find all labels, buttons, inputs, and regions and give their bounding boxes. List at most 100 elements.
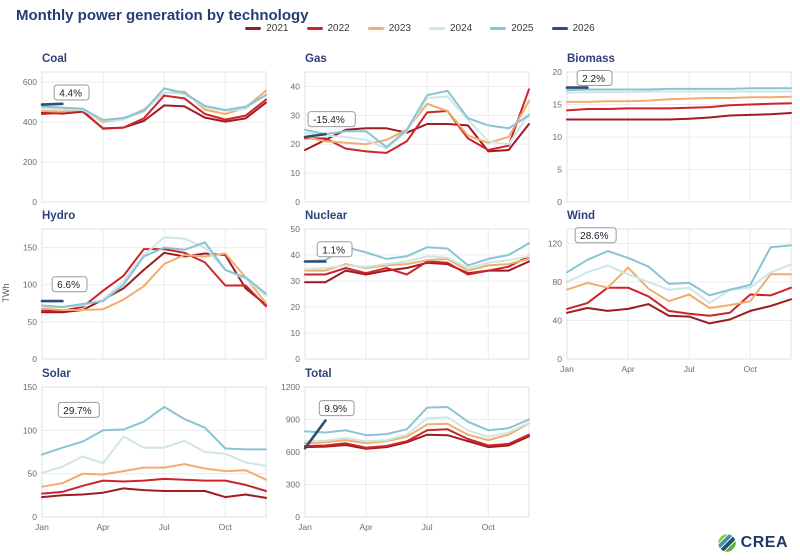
series-line-2025 [566, 87, 792, 92]
y-tick-label: 400 [23, 117, 37, 127]
series-line-2024 [304, 416, 530, 443]
y-tick-label: 300 [286, 480, 300, 490]
pct-badge-label: -15.4% [313, 115, 345, 126]
x-tick-label: Apr [96, 522, 109, 532]
legend-swatch [367, 27, 384, 30]
chart-coal: Coal 0 200 400 600 4.4% [8, 53, 270, 226]
series-line-2025 [304, 406, 530, 437]
legend-item-2023: 2023 [367, 23, 411, 34]
chart-title: Gas [305, 53, 327, 65]
series-line-2022 [566, 286, 792, 317]
y-tick-label: 5 [557, 165, 562, 175]
pct-badge-label: 6.6% [57, 280, 80, 291]
legend-label: 2026 [572, 23, 595, 34]
pct-badge-label: 29.7% [63, 406, 91, 417]
x-tick-label: Jul [422, 522, 433, 532]
chart-title: Wind [567, 210, 595, 222]
x-tick-label: Oct [482, 522, 496, 532]
chart-title: Biomass [567, 53, 615, 65]
x-tick-label: Jul [684, 364, 695, 374]
series-line-2022 [304, 428, 530, 449]
y-tick-label: 50 [291, 226, 301, 234]
chart-wind: Wind 0 40 80 120 Jan Apr Jul Oct 28.6% [533, 210, 795, 383]
y-tick-label: 150 [23, 384, 37, 392]
legend-swatch [551, 27, 568, 30]
legend-item-2024: 2024 [429, 23, 472, 34]
pct-badge-label: 9.9% [324, 404, 347, 415]
series-line-2025 [41, 405, 267, 456]
pct-badge: 9.9% [318, 400, 355, 417]
chart-title: Coal [42, 53, 67, 65]
series-line-2022 [41, 248, 267, 312]
chart-solar: Solar 0 50 100 150 Jan Apr Jul Oct 29.7% [8, 368, 270, 541]
legend-swatch [245, 27, 262, 30]
y-tick-label: 0 [295, 354, 300, 364]
series-line-2025 [566, 244, 792, 297]
chart-gas: Gas 0 10 20 30 40 -15.4% [271, 53, 533, 226]
chart-plot: 0 300 600 900 1200 Jan Apr Jul Oct 9.9% [281, 382, 530, 532]
x-tick-label: Oct [219, 522, 233, 532]
y-tick-label: 1200 [281, 384, 300, 392]
series-line-2026 [40, 102, 64, 106]
legend-label: 2025 [511, 23, 534, 34]
pct-badge: 1.1% [316, 241, 353, 258]
pct-badge: 6.6% [51, 276, 88, 293]
chart-total: Total 0 300 600 900 1200 Jan Apr Jul Oct 9.9% [271, 368, 533, 541]
legend-swatch [429, 27, 445, 30]
chart-plot: 0 200 400 600 4.4% [23, 71, 267, 207]
series-line-2022 [566, 102, 792, 112]
y-tick-label: 0 [32, 512, 37, 522]
chart-hydro: Hydro 0 50 100 150 6.6% [8, 210, 270, 383]
legend-label: 2023 [388, 23, 411, 34]
series-line-2026 [303, 419, 327, 450]
chart-title: Solar [42, 368, 71, 380]
y-tick-label: 80 [553, 277, 563, 287]
x-tick-label: Jan [298, 522, 312, 532]
crea-logo: CREA [716, 533, 788, 553]
series-line-2023 [304, 422, 530, 445]
series-line-2024 [304, 255, 530, 271]
pct-badge-label: 28.6% [580, 231, 608, 242]
crea-logo-icon [716, 533, 737, 553]
y-tick-label: 40 [291, 250, 301, 260]
chart-plot: 0 10 20 30 40 -15.4% [291, 71, 530, 207]
y-tick-label: 0 [295, 512, 300, 522]
series-line-2023 [566, 95, 792, 103]
series-line-2026 [303, 132, 327, 139]
chart-title: Nuclear [305, 210, 348, 222]
page-title: Monthly power generation by technology [16, 7, 309, 24]
series-line-2022 [304, 88, 530, 154]
pct-badge: 29.7% [57, 401, 100, 418]
y-tick-label: 40 [553, 315, 563, 325]
x-tick-label: Jan [35, 522, 49, 532]
pct-badge-label: 2.2% [582, 74, 605, 85]
y-tick-label: 50 [28, 469, 38, 479]
y-tick-label: 0 [557, 354, 562, 364]
y-tick-label: 150 [23, 243, 37, 253]
series-line-2022 [41, 94, 267, 130]
legend-item-2021: 2021 [245, 23, 289, 34]
chart-biomass: Biomass 0 5 10 15 20 2.2% [533, 53, 795, 226]
y-tick-label: 50 [28, 317, 38, 327]
chart-plot: 0 40 80 120 Jan Apr Jul Oct 28.6% [548, 227, 792, 374]
y-tick-label: 15 [553, 100, 563, 110]
y-tick-label: 0 [32, 197, 37, 207]
legend-item-2026: 2026 [551, 23, 595, 34]
x-tick-label: Apr [621, 364, 634, 374]
legend-swatch [490, 27, 507, 30]
y-tick-label: 10 [291, 328, 301, 338]
y-tick-label: 200 [23, 157, 37, 167]
legend-swatch [306, 27, 323, 30]
series-line-2021 [304, 433, 530, 450]
y-tick-label: 10 [291, 168, 301, 178]
chart-plot: 0 5 10 15 20 2.2% [553, 67, 792, 207]
chart-plot: 0 50 100 150 Jan Apr Jul Oct 29.7% [23, 382, 267, 532]
x-tick-label: Jan [560, 364, 574, 374]
y-tick-label: 0 [32, 354, 37, 364]
y-tick-label: 0 [557, 197, 562, 207]
series-line-2025 [41, 241, 267, 308]
series-line-2021 [566, 112, 792, 121]
legend-item-2025: 2025 [490, 23, 534, 34]
pct-badge: 4.4% [53, 84, 90, 101]
